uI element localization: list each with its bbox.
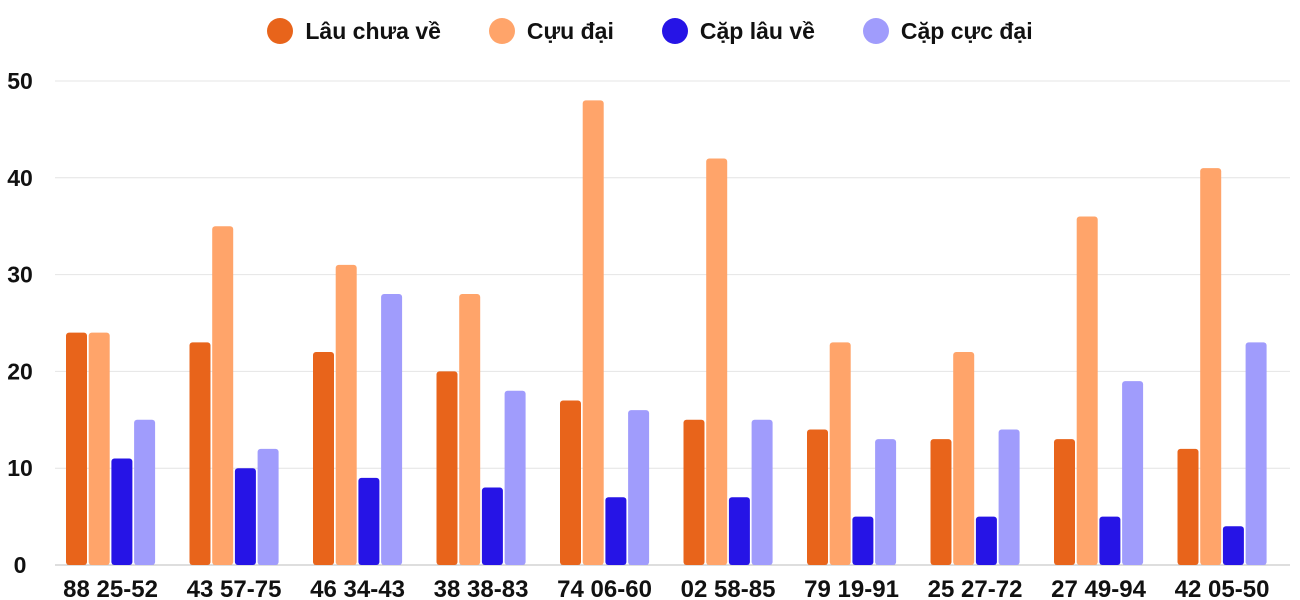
legend-item-cuu-dai[interactable]: Cựu đại — [488, 17, 614, 45]
x-tick-label: 25 27-72 — [928, 576, 1023, 600]
bar[interactable] — [111, 458, 133, 565]
x-tick-label: 43 57-75 — [187, 576, 282, 600]
legend-swatch-lau-chua-ve — [267, 18, 294, 44]
bar[interactable] — [683, 419, 705, 565]
bar[interactable] — [436, 371, 458, 565]
bar[interactable] — [807, 429, 828, 565]
bar[interactable] — [728, 497, 750, 565]
bar[interactable] — [212, 226, 234, 565]
bar[interactable] — [381, 293, 403, 565]
bar[interactable] — [975, 516, 997, 565]
bar[interactable] — [605, 497, 627, 565]
legend-label: Lâu chưa về — [305, 17, 441, 44]
bar[interactable] — [459, 293, 481, 565]
bar[interactable] — [628, 410, 650, 565]
bar[interactable] — [1099, 516, 1121, 565]
bar[interactable] — [1177, 448, 1199, 565]
bar[interactable] — [504, 390, 526, 565]
legend-swatch-cap-cuc-dai — [862, 18, 889, 44]
x-tick-label: 02 58-85 — [681, 576, 776, 600]
bar[interactable] — [706, 158, 728, 565]
bar[interactable] — [481, 487, 503, 565]
y-tick-label: 0 — [14, 552, 27, 578]
legend-item-cap-lau-ve[interactable]: Cặp lâu về — [661, 17, 815, 45]
bar[interactable] — [829, 342, 851, 565]
bar[interactable] — [189, 342, 211, 565]
legend-item-cap-cuc-dai[interactable]: Cặp cực đại — [862, 17, 1033, 45]
x-tick-label: 27 49-94 — [1051, 576, 1146, 600]
y-tick-label: 20 — [7, 358, 33, 384]
bar[interactable] — [930, 439, 952, 565]
x-tick-label: 46 34-43 — [310, 576, 405, 600]
bar[interactable] — [358, 477, 380, 565]
bar[interactable] — [313, 352, 334, 565]
bar[interactable] — [998, 429, 1020, 565]
bar[interactable] — [257, 448, 279, 565]
bar[interactable] — [234, 468, 256, 565]
y-tick-label: 50 — [7, 68, 33, 94]
bar[interactable] — [88, 332, 110, 565]
legend-swatch-cuu-dai — [488, 18, 515, 44]
legend-label: Cựu đại — [526, 17, 614, 44]
bar[interactable] — [1122, 381, 1144, 565]
bar[interactable] — [1222, 526, 1244, 565]
bar[interactable] — [852, 516, 874, 565]
legend-label: Cặp cực đại — [900, 17, 1033, 44]
bar[interactable] — [1200, 168, 1222, 565]
x-tick-label: 88 25-52 — [63, 576, 158, 600]
legend-item-lau-chua-ve[interactable]: Lâu chưa về — [267, 18, 441, 45]
bar[interactable] — [335, 264, 357, 565]
legend-label: Cặp lâu về — [699, 17, 815, 44]
bar[interactable] — [582, 100, 604, 566]
bar[interactable] — [953, 352, 975, 565]
bar[interactable] — [1245, 342, 1267, 565]
bar[interactable] — [1076, 216, 1098, 565]
bar[interactable] — [875, 439, 897, 565]
bar[interactable] — [134, 419, 156, 565]
legend: Lâu chưa về Cựu đại Cặp lâu về Cặp cực đ… — [0, 14, 1300, 48]
bar[interactable] — [1054, 439, 1075, 565]
y-tick-label: 40 — [7, 165, 33, 191]
bar[interactable] — [66, 332, 87, 565]
x-tick-label: 42 05-50 — [1175, 576, 1270, 600]
y-tick-label: 10 — [7, 455, 33, 481]
x-tick-label: 79 19-91 — [804, 576, 899, 600]
legend-swatch-cap-lau-ve — [661, 18, 688, 44]
x-tick-label: 38 38-83 — [434, 576, 529, 600]
bar[interactable] — [560, 400, 581, 565]
x-tick-label: 74 06-60 — [557, 576, 652, 600]
y-tick-label: 30 — [7, 262, 33, 288]
bar[interactable] — [751, 419, 773, 565]
